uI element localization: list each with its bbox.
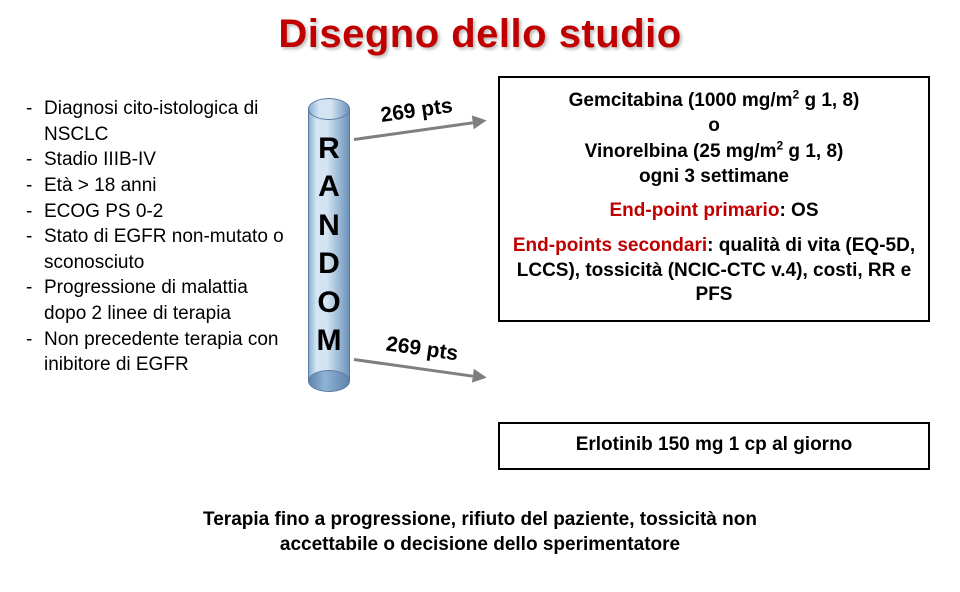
list-item: -Stato di EGFR non-mutato o sconosciuto — [26, 224, 286, 275]
arm2-text: Erlotinib 150 mg 1 cp al giorno — [576, 433, 853, 458]
random-letters: R A N D O M — [309, 130, 349, 360]
random-letter: R — [309, 130, 349, 168]
arrow-label: 269 pts — [350, 90, 484, 132]
footer-note: Terapia fino a progressione, rifiuto del… — [0, 508, 960, 557]
inclusion-criteria-list: -Diagnosi cito-istologica di NSCLC -Stad… — [26, 96, 286, 378]
random-letter: D — [309, 245, 349, 283]
arm1-box: Gemcitabina (1000 mg/m2 g 1, 8) o Vinore… — [498, 76, 930, 322]
random-letter: N — [309, 207, 349, 245]
cylinder-shape: R A N D O M — [308, 108, 350, 382]
arrow-bottom: 269 pts — [354, 358, 485, 379]
random-letter: A — [309, 168, 349, 206]
list-item: -Diagnosi cito-istologica di NSCLC — [26, 96, 286, 147]
slide-title: Disegno dello studio — [0, 12, 960, 57]
footer-line2: accettabile o decisione dello sperimenta… — [0, 533, 960, 558]
footer-line1: Terapia fino a progressione, rifiuto del… — [0, 508, 960, 533]
random-letter: M — [309, 322, 349, 360]
arm1-line4: ogni 3 settimane — [512, 165, 916, 190]
list-item: -Età > 18 anni — [26, 173, 286, 199]
random-letter: O — [309, 284, 349, 322]
arm1-line1: Gemcitabina (1000 mg/m2 g 1, 8) — [512, 88, 916, 114]
arm1-line2: o — [512, 114, 916, 139]
arm2-box: Erlotinib 150 mg 1 cp al giorno — [498, 422, 930, 470]
endpoint-secondary: End-points secondari: qualità di vita (E… — [512, 234, 916, 308]
arrow-head-icon — [472, 369, 488, 385]
list-item: -Non precedente terapia con inibitore di… — [26, 327, 286, 378]
list-item: -ECOG PS 0-2 — [26, 199, 286, 225]
list-item: -Progressione di malattia dopo 2 linee d… — [26, 275, 286, 326]
list-item: -Stadio IIIB-IV — [26, 147, 286, 173]
endpoint-primary: End-point primario: OS — [512, 199, 916, 224]
arrow-top: 269 pts — [354, 120, 485, 141]
slide: Disegno dello studio -Diagnosi cito-isto… — [0, 0, 960, 592]
arrow-head-icon — [472, 113, 488, 129]
arrows-group: 269 pts 269 pts — [354, 130, 514, 390]
arm1-line3: Vinorelbina (25 mg/m2 g 1, 8) — [512, 139, 916, 165]
randomization-column: R A N D O M — [300, 108, 358, 382]
